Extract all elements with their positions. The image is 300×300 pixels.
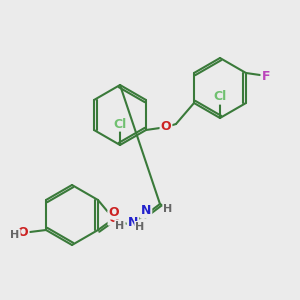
Text: H: H — [135, 222, 145, 232]
Text: F: F — [262, 70, 270, 83]
Text: N: N — [141, 205, 151, 218]
Text: Cl: Cl — [113, 118, 127, 130]
Text: H: H — [11, 230, 20, 240]
Text: O: O — [18, 226, 28, 239]
Text: O: O — [109, 206, 119, 218]
Text: Cl: Cl — [213, 91, 226, 103]
Text: N: N — [128, 215, 138, 229]
Text: H: H — [116, 221, 124, 231]
Text: O: O — [161, 121, 171, 134]
Text: H: H — [164, 204, 172, 214]
Text: O: O — [109, 212, 119, 224]
